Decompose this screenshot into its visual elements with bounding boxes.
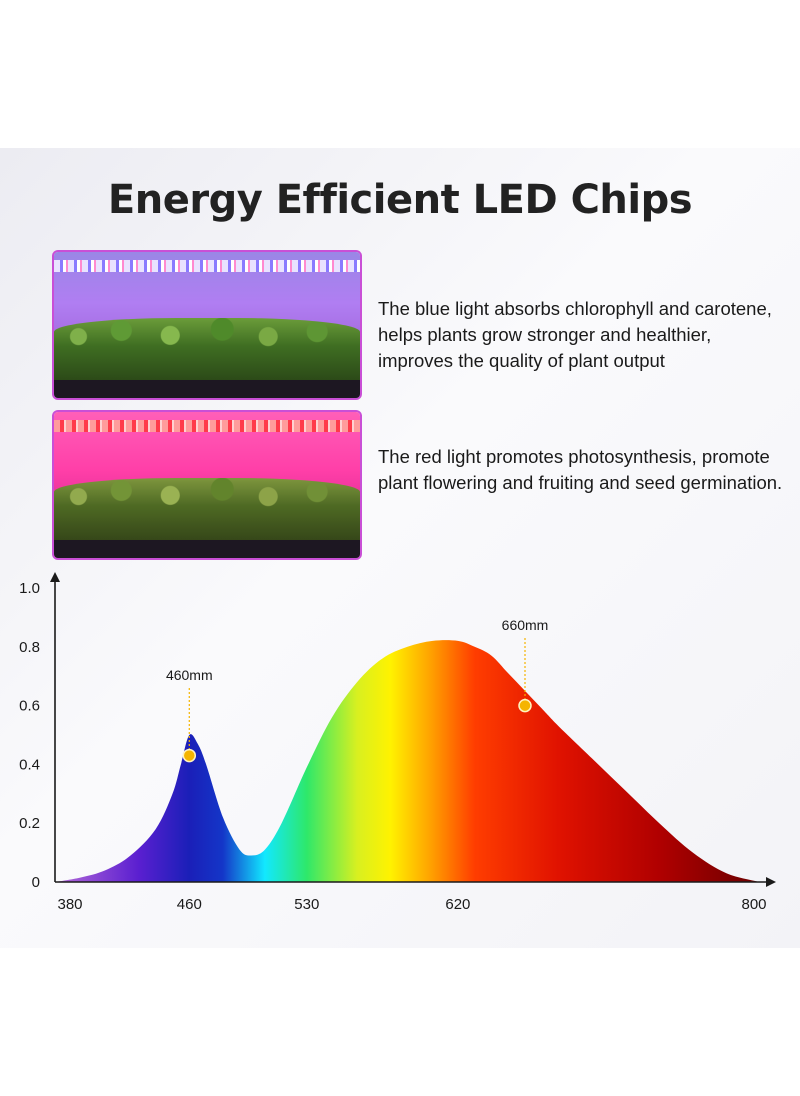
annotation-label: 460mm (166, 667, 213, 683)
planter-tray-blue (54, 380, 360, 398)
spectrum-area (55, 640, 760, 882)
y-tick-label: 0.4 (19, 756, 40, 773)
annotation-marker (182, 748, 197, 763)
y-tick-label: 0.6 (19, 698, 40, 715)
x-tick-label: 460 (177, 896, 202, 913)
annotation-marker (518, 698, 532, 713)
plants-red (54, 478, 360, 540)
x-tick-label: 530 (294, 896, 319, 913)
y-axis-arrow (50, 572, 60, 582)
y-tick-label: 0.2 (19, 815, 40, 832)
blue-light-photo (54, 252, 360, 398)
x-tick-label: 380 (57, 896, 82, 913)
blue-light-description: The blue light absorbs chlorophyll and c… (378, 298, 772, 371)
planter-tray-red (54, 540, 360, 558)
x-axis-arrow (766, 877, 776, 887)
plants-blue (54, 318, 360, 380)
x-tick-label: 620 (445, 896, 470, 913)
y-tick-label: 0.8 (19, 639, 40, 656)
x-tick-label: 800 (741, 896, 766, 913)
annotation-label: 660mm (502, 617, 549, 633)
red-light-description: The red light promotes photosynthesis, p… (378, 446, 783, 493)
y-tick-label: 1.0 (19, 580, 40, 597)
red-light-photo (54, 412, 360, 558)
y-tick-label: 0 (32, 874, 40, 891)
led-strip-blue (54, 260, 360, 272)
spectrum-chart: 0 0.2 0.4 0.6 0.8 1.0 380 460 530 620 800 460mm 660m… (19, 572, 776, 913)
page-title: Energy Efficient LED Chips (107, 177, 693, 223)
led-strip-red (54, 420, 360, 432)
